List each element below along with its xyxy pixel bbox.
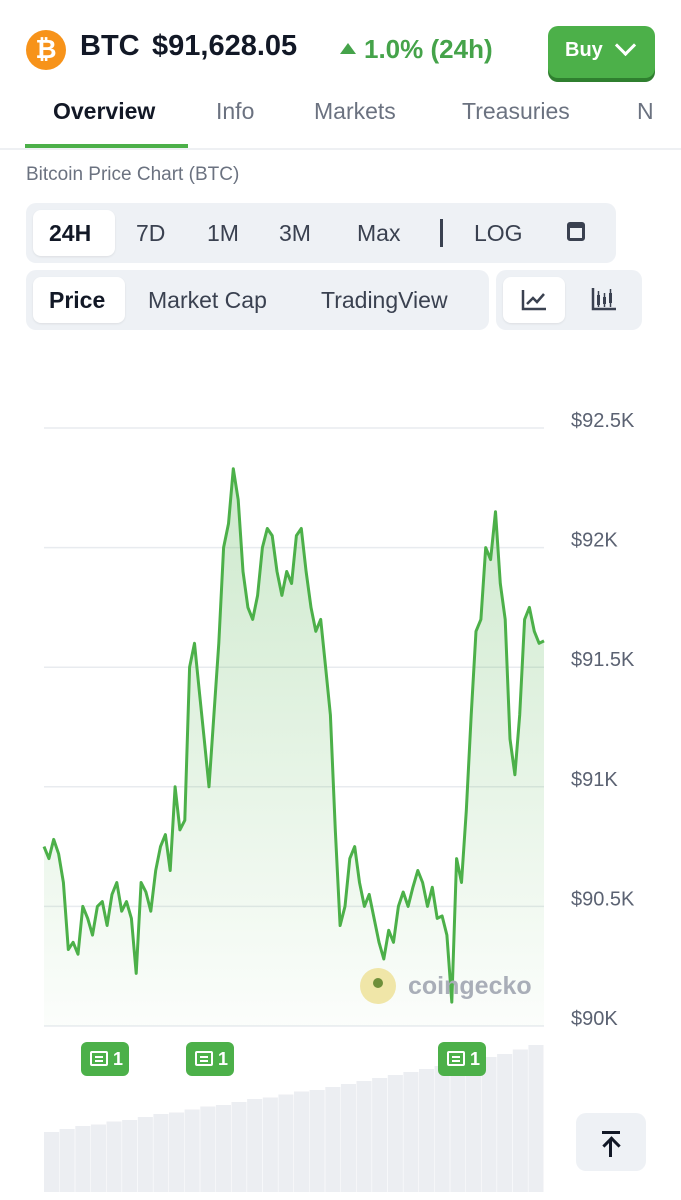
volume-bar (528, 1045, 544, 1192)
range-divider (440, 219, 443, 247)
range-max[interactable]: Max (357, 220, 401, 246)
range-24h[interactable]: 24H (49, 220, 92, 246)
volume-bar (340, 1084, 356, 1192)
candlestick-icon[interactable] (591, 287, 617, 311)
arrow-up-to-line-icon (602, 1131, 620, 1134)
y-tick-label: $90K (571, 1008, 618, 1030)
gecko-logo-icon (360, 968, 396, 1004)
chevron-down-icon (614, 34, 637, 57)
y-tick-label: $92.5K (571, 410, 635, 432)
volume-bar (403, 1072, 419, 1192)
news-badge[interactable]: 1 (186, 1042, 234, 1076)
volume-bar (309, 1090, 325, 1192)
volume-bar (481, 1057, 497, 1192)
newspaper-icon (447, 1051, 465, 1066)
price-change-value: 1.0% (24h) (364, 34, 493, 64)
volume-bar (137, 1117, 153, 1192)
volume-bar (169, 1112, 185, 1192)
price-change: 1.0% (24h) (340, 34, 493, 65)
chart-title: Bitcoin Price Chart (BTC) (26, 164, 240, 185)
news-count: 1 (218, 1049, 229, 1069)
volume-bar (419, 1069, 435, 1192)
y-tick-label: $91K (571, 769, 618, 791)
range-1m[interactable]: 1M (207, 220, 239, 246)
tab-overview[interactable]: Overview (53, 98, 156, 124)
price-line (42, 467, 545, 1004)
buy-button[interactable]: Buy (548, 26, 655, 78)
y-axis-ticks: $92.5K $92K $91.5K $91K $90.5K $90K (571, 410, 635, 1030)
newspaper-icon (90, 1051, 108, 1066)
volume-bar (122, 1120, 138, 1192)
newspaper-icon (195, 1051, 213, 1066)
volume-bar (106, 1121, 122, 1192)
volume-bar (75, 1126, 91, 1192)
volume-bar (465, 1060, 481, 1192)
line-chart-icon[interactable] (521, 289, 547, 311)
coin-ticker: BTC (80, 30, 140, 62)
y-tick-label: $91.5K (571, 649, 635, 671)
tab-treasuries[interactable]: Treasuries (462, 98, 570, 124)
coin-header: ₿ BTC $91,628.05 1.0% (24h) Buy (0, 0, 681, 96)
volume-bar (231, 1102, 247, 1192)
chart-type-selector: Price Market Cap TradingView (26, 270, 489, 330)
volume-bars (44, 1045, 544, 1192)
volume-bar (278, 1094, 294, 1192)
news-badge[interactable]: 1 (81, 1042, 129, 1076)
volume-bar (325, 1087, 341, 1192)
volume-bar (200, 1106, 216, 1192)
volume-bar (434, 1066, 450, 1192)
log-scale-toggle[interactable]: LOG (474, 220, 523, 246)
type-market-cap[interactable]: Market Cap (148, 287, 267, 313)
tab-next-truncated[interactable]: N (637, 98, 654, 124)
chart-area (42, 467, 545, 1026)
volume-bar (356, 1081, 372, 1192)
price-chart[interactable]: $92.5K $92K $91.5K $91K $90.5K $90K (0, 360, 681, 1200)
range-7d[interactable]: 7D (136, 220, 166, 246)
type-tradingview[interactable]: TradingView (321, 287, 448, 313)
time-range-selector: 24H 7D 1M 3M Max LOG (26, 203, 616, 263)
volume-bar (512, 1049, 528, 1192)
active-tab-indicator (25, 144, 188, 148)
volume-bar (153, 1114, 169, 1192)
volume-bar (215, 1105, 231, 1192)
arrow-up-stem (609, 1140, 612, 1157)
volume-bar (262, 1097, 278, 1192)
news-count: 1 (113, 1049, 124, 1069)
buy-button-label: Buy (565, 39, 603, 61)
news-badge[interactable]: 1 (438, 1042, 486, 1076)
y-tick-label: $90.5K (571, 888, 635, 910)
news-count: 1 (470, 1049, 481, 1069)
coin-price: $91,628.05 (152, 30, 298, 62)
tab-markets[interactable]: Markets (314, 98, 396, 124)
volume-bar (387, 1075, 403, 1192)
volume-bar (294, 1091, 310, 1192)
watermark-text: coingecko (408, 972, 532, 1000)
bitcoin-logo-icon: ₿ (26, 30, 66, 70)
up-triangle-icon (340, 43, 356, 54)
volume-bar (497, 1054, 513, 1192)
volume-bar (450, 1063, 466, 1192)
type-active-highlight (33, 277, 125, 323)
chart-view-selector (496, 270, 642, 330)
range-active-highlight (33, 210, 115, 256)
volume-bar (184, 1109, 200, 1192)
tab-info[interactable]: Info (216, 98, 255, 124)
volume-bar (44, 1132, 60, 1192)
volume-bar (90, 1124, 106, 1192)
calendar-icon[interactable] (567, 222, 585, 241)
y-tick-label: $92K (571, 530, 618, 552)
scroll-to-top-button[interactable] (576, 1113, 646, 1171)
price-area-fill (44, 468, 544, 1026)
volume-bar (247, 1099, 263, 1192)
range-3m[interactable]: 3M (279, 220, 311, 246)
volume-bar (59, 1129, 75, 1192)
page-tabs: Overview Info Markets Treasuries N (0, 96, 681, 150)
type-price[interactable]: Price (49, 287, 106, 313)
volume-bar (372, 1078, 388, 1192)
